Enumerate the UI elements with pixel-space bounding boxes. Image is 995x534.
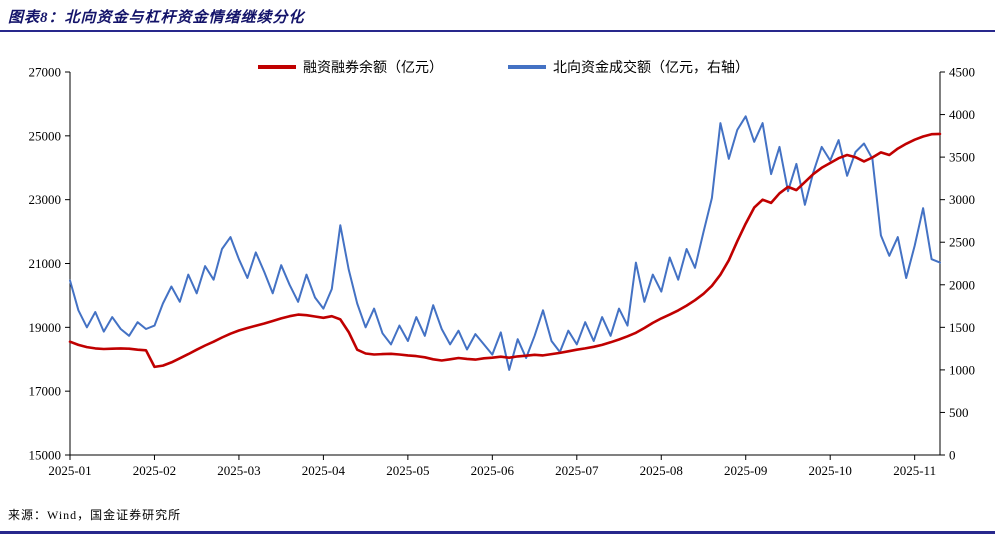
right-axis-tick-label: 3500 [949, 150, 975, 165]
right-axis-tick-label: 0 [949, 448, 956, 463]
x-axis-tick-label: 2025-11 [893, 463, 936, 478]
x-axis-tick-label: 2025-07 [555, 463, 599, 478]
left-axis-tick-label: 27000 [29, 65, 62, 80]
legend-label-northbound-volume: 北向资金成交额（亿元，右轴） [553, 59, 749, 76]
left-axis-tick-label: 25000 [29, 128, 62, 143]
right-axis-tick-label: 1000 [949, 362, 975, 377]
northbound-volume-line [69, 115, 941, 371]
right-axis-tick-label: 500 [949, 405, 969, 420]
source-note: 来源：Wind，国金证券研究所 [8, 508, 182, 522]
x-axis-tick-label: 2025-03 [217, 463, 260, 478]
legend-label-margin-balance: 融资融券余额（亿元） [303, 59, 443, 76]
right-axis-tick-label: 4500 [949, 65, 975, 80]
chart-svg: 2700025000230002100019000170001500045004… [29, 59, 976, 478]
footer-divider [0, 531, 995, 534]
left-axis-tick-label: 19000 [29, 320, 62, 335]
right-axis-tick-label: 2000 [949, 277, 975, 292]
title-divider [0, 30, 995, 32]
right-axis-tick-label: 1500 [949, 320, 975, 335]
x-axis-tick-label: 2025-05 [386, 463, 429, 478]
right-axis-tick-label: 3000 [949, 192, 975, 207]
figure-title: 图表8：北向资金与杠杆资金情绪继续分化 [8, 10, 305, 26]
x-axis-tick-label: 2025-08 [640, 463, 683, 478]
x-axis-tick-label: 2025-10 [809, 463, 852, 478]
right-axis-tick-label: 2500 [949, 235, 975, 250]
left-axis-tick-label: 17000 [29, 384, 62, 399]
right-axis-tick-label: 4000 [949, 107, 975, 122]
x-axis-tick-label: 2025-01 [48, 463, 91, 478]
left-axis-tick-label: 15000 [29, 448, 62, 463]
x-axis-tick-label: 2025-02 [133, 463, 176, 478]
chart-header: 图表8：北向资金与杠杆资金情绪继续分化 [8, 6, 987, 27]
margin-balance-line [68, 132, 942, 369]
x-axis-tick-label: 2025-06 [471, 463, 515, 478]
x-axis-tick-label: 2025-04 [302, 463, 346, 478]
left-axis-tick-label: 23000 [29, 192, 62, 207]
x-axis-tick-label: 2025-09 [724, 463, 767, 478]
left-axis-tick-label: 21000 [29, 256, 62, 271]
